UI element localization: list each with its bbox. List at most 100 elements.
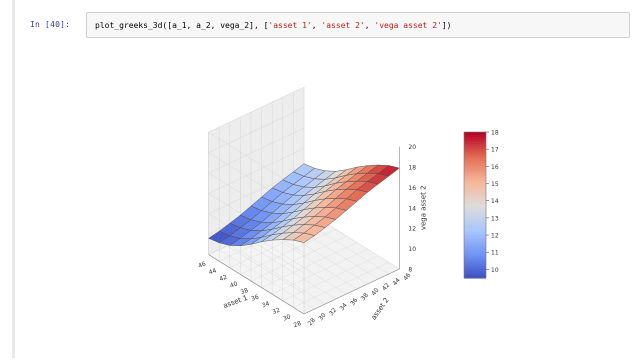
colorbar-segment (464, 224, 486, 228)
input-prompt: In [40]: (30, 20, 71, 29)
x-tick-label: 38 (240, 287, 250, 296)
colorbar-segment (464, 156, 486, 160)
y-tick-label: 46 (402, 272, 412, 282)
z-tick-label: 8 (408, 267, 412, 274)
x-tick-label: 44 (208, 267, 218, 276)
colorbar-segment (464, 144, 486, 148)
grid-line (208, 107, 305, 153)
colorbar-segment (464, 187, 486, 191)
colorbar-segment (464, 260, 486, 264)
colorbar-segment (464, 190, 486, 194)
colorbar-segment (464, 136, 486, 140)
colorbar-frame (463, 131, 487, 279)
colorbar-segment (464, 200, 486, 204)
colorbar-segment (464, 241, 486, 245)
colorbar-segment (464, 175, 486, 179)
surface-mesh (208, 163, 400, 247)
y-tick-label: 30 (317, 312, 327, 322)
colorbar-segment (464, 166, 486, 170)
colorbar-segment (464, 151, 486, 155)
colorbar-segment (464, 134, 486, 138)
x-tick-label: 34 (261, 300, 271, 309)
colorbar-segment (464, 158, 486, 162)
colorbar-segment (464, 163, 486, 167)
z-tick-label: 10 (408, 246, 416, 253)
colorbar-segment (464, 231, 486, 235)
x-tick-label: 42 (218, 274, 228, 283)
colorbar-segment (464, 251, 486, 255)
code-cell[interactable]: plot_greeks_3d([a_1, a_2, vega_2], ['ass… (86, 12, 630, 38)
colorbar-segment (464, 205, 486, 209)
colorbar-segment (464, 192, 486, 196)
z-axis-label: vega asset 2 (419, 185, 427, 230)
grid-line (240, 239, 336, 300)
colorbar-segment (464, 239, 486, 243)
colorbar-segment (464, 214, 486, 218)
y-tick-label: 34 (339, 302, 349, 312)
colorbar-segment (464, 195, 486, 199)
colorbar-segment (464, 219, 486, 223)
code-separator: , (364, 21, 375, 30)
grid-line (208, 148, 305, 194)
colorbar-tick-label: 14 (491, 198, 499, 205)
colorbar-segment (464, 268, 486, 272)
grid-line (282, 255, 379, 302)
y-tick-label: 38 (360, 292, 370, 302)
colorbar-tick-label: 13 (491, 215, 499, 222)
z-tick-label: 18 (408, 165, 416, 172)
colorbar-tick-label: 12 (491, 233, 499, 240)
code-closing: ]) (441, 21, 452, 30)
colorbar-segment (464, 246, 486, 250)
z-tick-label: 20 (408, 144, 416, 151)
colorbar-segment (464, 183, 486, 187)
grid-line (293, 262, 389, 308)
colorbar-segment (464, 185, 486, 189)
axis-lines (208, 146, 400, 315)
colorbar-segment (464, 212, 486, 216)
grid-line (208, 86, 305, 133)
colorbar-tick-label: 16 (491, 164, 499, 171)
y-tick-label: 42 (381, 282, 391, 292)
colorbar-segment (464, 217, 486, 221)
x-tick-label: 28 (293, 320, 303, 329)
colorbar-segment (464, 236, 486, 240)
colorbar-segment (464, 275, 486, 279)
colorbar-segment (464, 229, 486, 233)
colorbar-segment (464, 153, 486, 157)
colorbar-tick-label: 17 (491, 147, 499, 154)
y-axis-label: asset 2 (370, 296, 391, 321)
colorbar-segment (464, 273, 486, 277)
colorbar-segment (464, 263, 486, 267)
colorbar-segment (464, 248, 486, 252)
colorbar-segment (464, 234, 486, 238)
colorbar-segment (464, 256, 486, 260)
cell-left-rule (12, 0, 15, 358)
code-line[interactable]: plot_greeks_3d([a_1, a_2, vega_2], ['ass… (95, 21, 451, 30)
grid-line (229, 244, 326, 305)
colorbar-tick-label: 11 (491, 250, 499, 257)
grid-line (219, 249, 315, 310)
output-area: 28 30 32 34 36 38 40 42 44 46 28 30 32 34 36 38 40 42 44 46… (86, 42, 630, 358)
colorbar-segment (464, 170, 486, 174)
colorbar-tick-label: 15 (491, 181, 499, 188)
y-axis-line (303, 268, 400, 315)
x-tick-label: 32 (272, 307, 282, 316)
surface-patch (377, 165, 400, 177)
code-string-asset-1: 'asset 1' (268, 21, 312, 30)
x-tick-label: 36 (250, 294, 260, 303)
x-tick-label: 30 (282, 313, 292, 322)
colorbar-segment (464, 207, 486, 211)
grid-line (208, 127, 305, 174)
colorbar-tick-label: 18 (491, 130, 499, 137)
colorbar-segment (464, 202, 486, 206)
colorbar-segment (464, 209, 486, 213)
grid-line (208, 213, 305, 274)
x-tick-label: 40 (229, 280, 239, 289)
colorbar-segment (464, 253, 486, 257)
grid-line (261, 242, 358, 288)
y-tick-label: 28 (307, 317, 317, 327)
x-tick-label: 46 (197, 261, 207, 270)
grid-line (240, 229, 336, 275)
